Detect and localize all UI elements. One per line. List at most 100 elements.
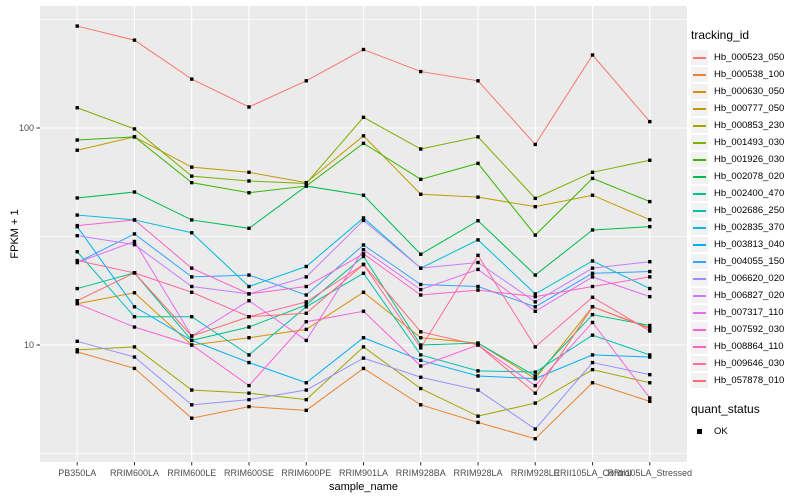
data-point — [476, 284, 480, 289]
legend-entry: Hb_007592_030 — [691, 321, 799, 338]
data-point — [533, 196, 537, 201]
legend-line-icon — [693, 226, 706, 229]
data-point — [648, 326, 652, 331]
data-point — [419, 69, 423, 74]
legend-entry: Hb_000777_050 — [691, 100, 799, 117]
legend-line-icon — [693, 141, 706, 144]
data-point — [361, 262, 366, 267]
data-point — [590, 53, 595, 57]
legend-entry-label: Hb_008864_110 — [714, 341, 784, 352]
legend-line-icon — [693, 73, 706, 76]
data-point — [648, 323, 652, 328]
data-point — [75, 260, 79, 265]
legend-key-swatch — [691, 237, 708, 252]
data-point — [132, 190, 137, 194]
data-point — [590, 176, 595, 181]
data-point — [533, 401, 537, 405]
data-point — [75, 301, 79, 306]
legend-entry: Hb_001493_030 — [691, 134, 799, 151]
data-point — [590, 284, 595, 289]
legend-key-swatch — [691, 84, 708, 99]
data-point — [304, 181, 308, 186]
data-point — [590, 305, 595, 309]
legend-line-icon — [693, 90, 706, 93]
data-point — [132, 127, 137, 131]
data-point — [476, 343, 480, 347]
legend-line-icon — [693, 379, 706, 382]
data-point — [304, 303, 308, 307]
data-point — [476, 420, 480, 425]
legend-entry: Hb_006827_020 — [691, 287, 799, 304]
data-point — [533, 345, 537, 349]
data-point — [648, 381, 652, 385]
data-point — [75, 250, 79, 254]
data-point — [533, 204, 537, 209]
legend-line-icon — [693, 124, 706, 127]
legend-entry-label: Hb_000630_050 — [714, 86, 785, 97]
data-point — [419, 375, 423, 379]
data-point — [247, 315, 251, 319]
data-point — [533, 273, 537, 277]
data-point — [476, 135, 480, 139]
legend-line-icon — [693, 107, 706, 110]
data-point — [419, 364, 423, 368]
data-point — [533, 391, 537, 395]
data-point — [648, 199, 652, 204]
data-point — [304, 300, 308, 304]
data-point — [361, 252, 366, 256]
legend-title-tracking-id: tracking_id — [691, 28, 750, 42]
legend-entry: Hb_006620_020 — [691, 270, 799, 287]
data-point — [590, 353, 595, 357]
data-point — [190, 343, 194, 347]
data-point — [247, 170, 251, 174]
data-point — [132, 135, 137, 139]
data-point — [247, 397, 251, 402]
legend-entry-label: Hb_000777_050 — [714, 103, 785, 114]
legend-entry-label: Hb_001493_030 — [714, 137, 785, 148]
legend: tracking_id Hb_000523_050 Hb_000538_100 Hb… — [691, 28, 799, 440]
data-point — [476, 369, 480, 373]
legend-key-swatch — [691, 271, 708, 286]
legend-key-swatch — [691, 203, 708, 218]
data-point — [590, 271, 595, 276]
data-point — [590, 320, 595, 325]
data-point — [304, 184, 308, 188]
x-tick-label: PB350LA — [58, 468, 96, 478]
legend-entry: Hb_002400_470 — [691, 185, 799, 202]
data-point — [590, 381, 595, 385]
data-point — [476, 260, 480, 265]
data-point — [304, 311, 308, 315]
data-point — [304, 264, 308, 269]
data-point — [590, 266, 595, 270]
data-point — [533, 427, 537, 431]
data-point — [361, 115, 366, 120]
black-square-point-icon — [697, 429, 702, 434]
data-point — [533, 300, 537, 304]
x-tick-label: RRII105LA_Control — [554, 468, 632, 478]
legend-entry: Hb_001926_030 — [691, 151, 799, 168]
data-point — [361, 271, 366, 276]
data-point — [419, 287, 423, 292]
legend-line-icon — [693, 56, 706, 59]
data-point — [190, 284, 194, 289]
data-point — [361, 134, 366, 138]
data-point — [533, 142, 537, 147]
legend-key-swatch — [691, 373, 708, 388]
data-point — [419, 358, 423, 363]
data-point — [648, 119, 652, 124]
data-point — [361, 356, 366, 360]
x-tick-label: RRIM928BA — [396, 468, 446, 478]
legend-entry-label: Hb_004055_150 — [714, 256, 785, 267]
data-point — [247, 299, 251, 303]
data-point — [247, 273, 251, 277]
data-point — [361, 345, 366, 349]
data-point — [247, 179, 251, 183]
data-point — [190, 388, 194, 392]
data-point — [132, 38, 137, 42]
legend-entry-label: OK — [714, 426, 728, 437]
legend-quant-status-block: quant_status OK — [691, 402, 799, 440]
legend-entry: Hb_002078_020 — [691, 168, 799, 185]
data-point — [247, 391, 251, 395]
